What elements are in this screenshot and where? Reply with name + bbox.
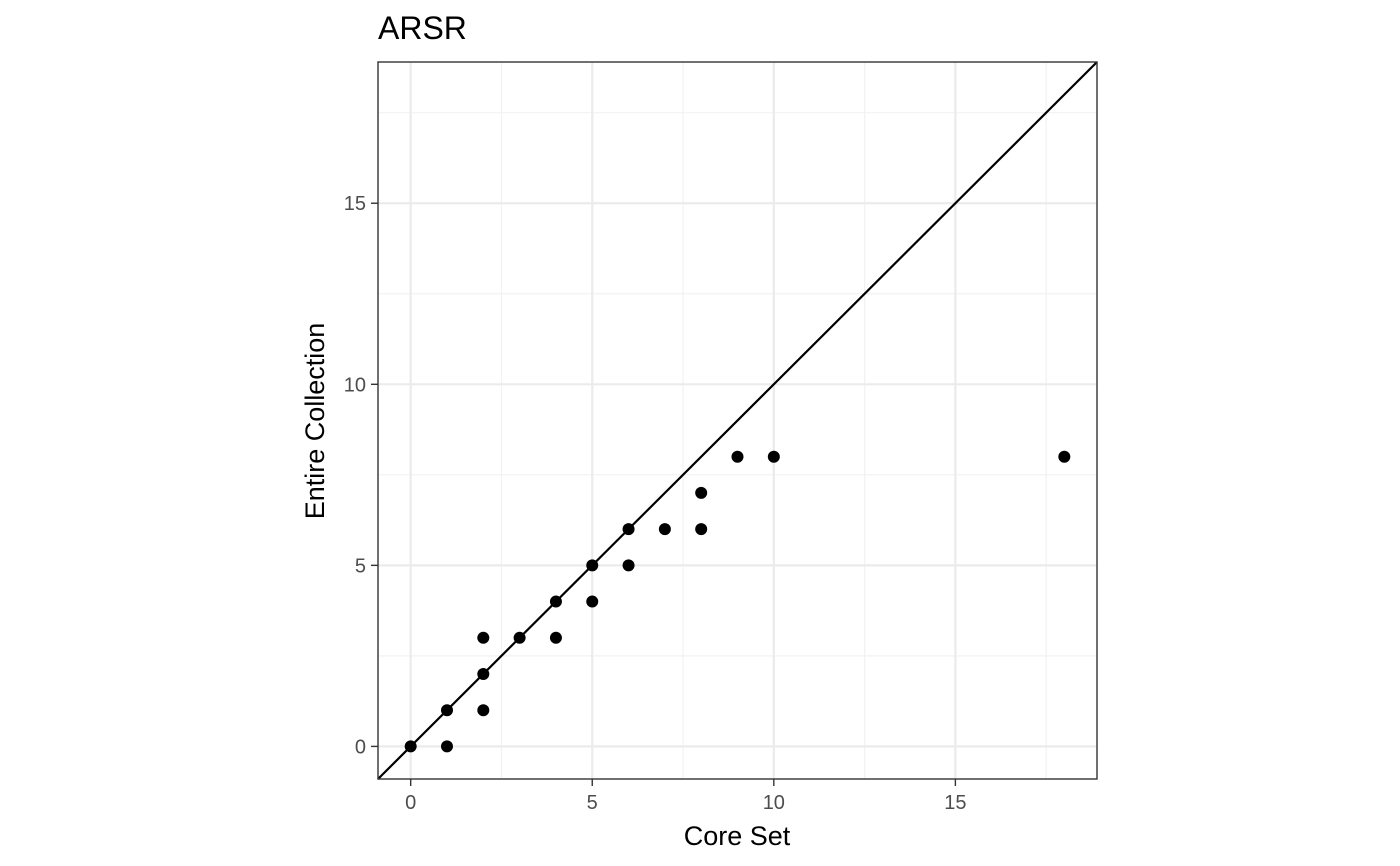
x-tick-label: 10	[763, 792, 785, 814]
y-tick-label: 15	[344, 193, 366, 215]
x-axis-title: Core Set	[684, 821, 791, 851]
data-points	[404, 450, 1071, 753]
x-tick-label: 15	[944, 792, 966, 814]
x-axis-ticks: 0 5 10 15	[405, 779, 967, 814]
data-point	[477, 667, 490, 680]
data-point	[404, 740, 417, 753]
data-point	[767, 450, 780, 463]
data-point	[695, 486, 708, 499]
chart-title: ARSR	[378, 10, 467, 46]
data-point	[731, 450, 744, 463]
data-point	[586, 595, 599, 608]
data-point	[549, 595, 562, 608]
y-axis-ticks: 0 5 10 15	[344, 193, 378, 758]
data-point	[549, 631, 562, 644]
x-tick-label: 0	[405, 792, 416, 814]
data-point	[695, 523, 708, 536]
grid	[378, 62, 1097, 779]
y-tick-label: 0	[355, 736, 366, 758]
data-point	[622, 559, 635, 572]
x-tick-label: 5	[587, 792, 598, 814]
reference-line	[377, 61, 1098, 780]
data-point	[440, 704, 453, 717]
y-tick-label: 10	[344, 374, 366, 396]
data-point	[1058, 450, 1071, 463]
data-point	[477, 704, 490, 717]
panel-border	[377, 61, 1098, 780]
data-point	[658, 523, 671, 536]
y-axis-title: Entire Collection	[300, 323, 330, 520]
data-point	[440, 740, 453, 753]
data-point	[622, 523, 635, 536]
data-point	[513, 631, 526, 644]
y-tick-label: 5	[355, 555, 366, 577]
data-point	[586, 559, 599, 572]
data-point	[477, 631, 490, 644]
